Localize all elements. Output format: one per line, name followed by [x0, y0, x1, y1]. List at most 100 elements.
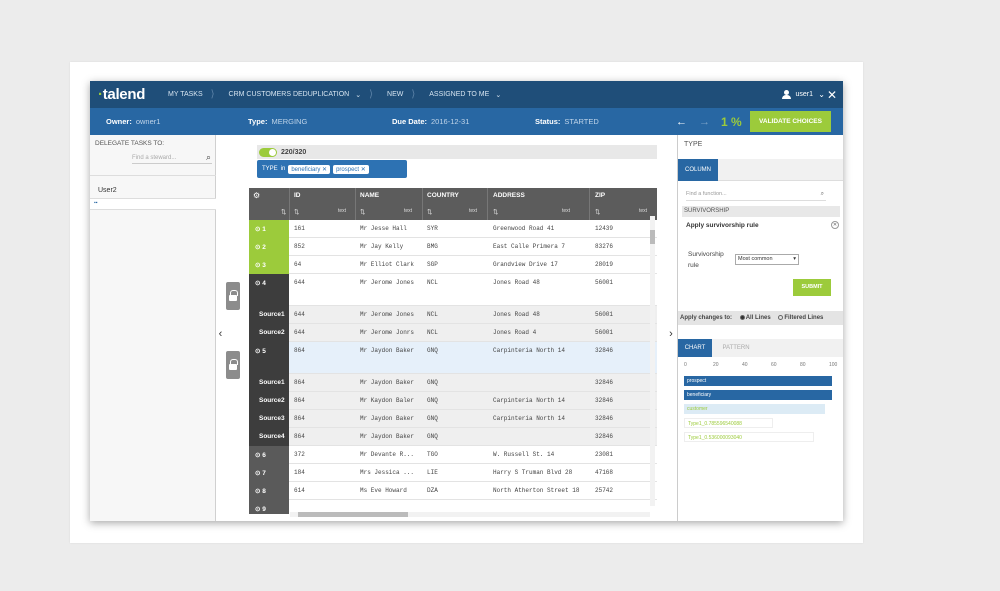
cell-name[interactable]: Mr Jaydon Baker — [360, 433, 415, 440]
column-header-id[interactable]: ID — [294, 192, 301, 199]
row-header[interactable]: ⊙ 1 — [249, 220, 289, 238]
tab-pattern[interactable]: PATTERN — [722, 345, 750, 351]
cell-country[interactable]: BMG — [427, 243, 438, 250]
sort-icon[interactable]: ⇅ — [294, 209, 300, 216]
table-row[interactable]: ⊙ 4 644 Mr Jerome Jones NCL Jones Road 48 560… — [249, 274, 657, 306]
value-bar[interactable]: prospect — [684, 376, 832, 386]
table-row[interactable]: ⊙ 1 161 Mr Jesse Hall SYR Greenwood Road 41 1… — [249, 220, 657, 238]
search-icon[interactable]: ⌕ — [820, 191, 824, 197]
row-header[interactable]: ⊙ 3 — [249, 256, 289, 274]
row-header[interactable]: Source2 — [249, 392, 289, 410]
column-header-name[interactable]: NAME — [360, 192, 380, 199]
filtered-lines-label[interactable]: Filtered Lines — [784, 315, 824, 321]
row-header[interactable]: ⊙ 6 — [249, 446, 289, 464]
cell-address[interactable]: Grandview Drive 17 — [493, 261, 558, 268]
close-icon[interactable]: ✕ — [831, 221, 839, 229]
source-row[interactable]: Source1 644 Mr Jerome Jones NCL Jones Road 4… — [249, 306, 657, 324]
row-header[interactable]: Source2 — [249, 324, 289, 342]
row-header[interactable]: ⊙ 9 — [249, 500, 289, 514]
source-row[interactable]: Source2 644 Mr Jerome Jonrs NCL Jones Road 4… — [249, 324, 657, 342]
cell-zip[interactable]: 56001 — [595, 279, 614, 286]
crumb-assignment[interactable]: ASSIGNED TO ME ⌄ — [429, 91, 502, 99]
cell-name[interactable]: Mrs Jessica ... — [360, 469, 415, 476]
cell-address[interactable]: Greenwood Road 41 — [493, 225, 555, 232]
cell-zip[interactable]: 56001 — [595, 311, 614, 318]
cell-address[interactable]: W. Russell St. 14 — [493, 451, 555, 458]
cell-zip[interactable]: 12439 — [595, 225, 614, 232]
cell-address[interactable]: Carpinteria North 14 — [493, 397, 566, 404]
table-row[interactable]: ⊙ 8 614 Ms Eve Howard DZA North Atherton Str… — [249, 482, 657, 500]
cell-name[interactable]: Ms Eve Howard — [360, 487, 407, 494]
cell-address[interactable]: Carpinteria North 14 — [493, 347, 566, 354]
horizontal-scrollbar[interactable] — [290, 512, 650, 517]
tab-chart[interactable]: CHART — [678, 339, 712, 357]
cell-zip[interactable]: 83276 — [595, 243, 614, 250]
cell-zip[interactable]: 32846 — [595, 397, 614, 404]
tab-column[interactable]: COLUMN — [678, 159, 718, 181]
cell-name[interactable]: Mr Jesse Hall — [360, 225, 407, 232]
cell-country[interactable]: GNQ — [427, 433, 438, 440]
radio-all-lines[interactable] — [739, 314, 745, 320]
column-header-zip[interactable]: ZIP — [595, 192, 606, 199]
lock-icon[interactable] — [226, 351, 240, 379]
delegate-user-row[interactable]: ▪▪ — [90, 198, 216, 210]
cell-name[interactable]: Mr Jaydon Baker — [360, 379, 415, 386]
row-header[interactable]: ⊙ 2 — [249, 238, 289, 256]
sort-icon[interactable]: ⇅ — [493, 209, 499, 216]
rule-select[interactable]: Most common — [735, 254, 799, 265]
table-row[interactable]: ⊙ 5 864 Mr Jaydon Baker GNQ Carpinteria Nort… — [249, 342, 657, 374]
value-bar[interactable]: beneficiary — [684, 390, 832, 400]
column-header-country[interactable]: COUNTRY — [427, 192, 459, 199]
cell-country[interactable]: NCL — [427, 279, 438, 286]
cell-country[interactable]: LIE — [427, 469, 438, 476]
user-menu[interactable]: user1 — [782, 90, 813, 99]
cell-address[interactable]: East Calle Primera 7 — [493, 243, 566, 250]
cell-zip[interactable]: 32846 — [595, 347, 614, 354]
cell-id[interactable]: 184 — [294, 469, 305, 476]
arrow-left-icon[interactable]: ← — [676, 115, 687, 128]
crumb-state[interactable]: NEW ⟩ — [387, 89, 416, 100]
cell-id[interactable]: 372 — [294, 451, 305, 458]
all-lines-label[interactable]: All Lines — [745, 315, 771, 321]
cell-country[interactable]: SGP — [427, 261, 438, 268]
table-row[interactable]: ⊙ 2 852 Mr Jay Kelly BMG East Calle Primera … — [249, 238, 657, 256]
cell-country[interactable]: GNQ — [427, 347, 438, 354]
cell-name[interactable]: Mr Jaydon Baker — [360, 347, 415, 354]
row-header[interactable]: ⊙ 5 — [249, 342, 289, 374]
source-row[interactable]: Source3 864 Mr Jaydon Baker GNQ Carpinteria … — [249, 410, 657, 428]
cell-id[interactable]: 644 — [294, 311, 305, 318]
cell-id[interactable]: 864 — [294, 433, 305, 440]
cell-id[interactable]: 864 — [294, 379, 305, 386]
arrow-right-icon[interactable]: → — [699, 115, 710, 128]
cell-country[interactable]: NCL — [427, 329, 438, 336]
cell-address[interactable]: Carpinteria North 14 — [493, 415, 566, 422]
cell-name[interactable]: Mr Jay Kelly — [360, 243, 404, 250]
cell-name[interactable]: Mr Kaydon Baler — [360, 397, 415, 404]
collapse-right-panel-icon[interactable]: › — [669, 328, 673, 340]
cell-zip[interactable]: 32846 — [595, 379, 614, 386]
steward-search-input[interactable]: Find a steward... — [132, 152, 212, 164]
cell-country[interactable]: NCL — [427, 311, 438, 318]
function-search-input[interactable]: Find a function... ⌕ — [686, 191, 826, 201]
cell-country[interactable]: TGO — [427, 451, 438, 458]
cell-country[interactable]: DZA — [427, 487, 438, 494]
cell-address[interactable]: Jones Road 4 — [493, 329, 537, 336]
cell-name[interactable]: Mr Devante R... — [360, 451, 415, 458]
submit-button[interactable]: SUBMIT — [793, 279, 831, 296]
row-header[interactable]: Source4 — [249, 428, 289, 446]
crumb-my-tasks[interactable]: MY TASKS ⟩ — [168, 89, 215, 100]
row-header[interactable]: ⊙ 8 — [249, 482, 289, 500]
cell-zip[interactable]: 47168 — [595, 469, 614, 476]
row-header[interactable]: Source3 — [249, 410, 289, 428]
talend-logo[interactable]: ·talend — [98, 86, 146, 103]
cell-zip[interactable]: 32846 — [595, 415, 614, 422]
delegate-user[interactable]: User2 — [98, 187, 117, 194]
cell-id[interactable]: 644 — [294, 279, 305, 286]
cell-zip[interactable]: 56001 — [595, 329, 614, 336]
radio-filtered-lines[interactable] — [778, 314, 784, 320]
filter-chip[interactable]: beneficiary ✕ — [288, 164, 331, 174]
cell-id[interactable]: 614 — [294, 487, 305, 494]
cell-address[interactable]: Harry S Truman Blvd 28 — [493, 469, 573, 476]
row-header[interactable]: ⊙ 4 — [249, 274, 289, 306]
filter-chip[interactable]: prospect ✕ — [333, 164, 369, 174]
